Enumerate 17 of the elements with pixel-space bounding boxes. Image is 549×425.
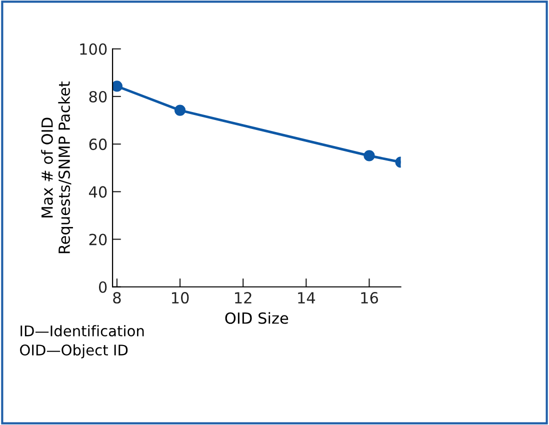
text: ID—Identification — [20, 325, 144, 336]
x-tick-label: 10 — [172, 292, 189, 304]
x-tick-label: 14 — [298, 292, 316, 304]
x-tick-label: 8 — [113, 292, 121, 304]
y-tick-label: 40 — [88, 186, 107, 198]
y-tick-label: 0 — [98, 281, 107, 293]
y-tick-label: 20 — [89, 234, 107, 246]
point — [112, 80, 123, 92]
x-axis-title: OID Size — [225, 312, 288, 324]
y-axis-title: Max # of OID Requests/SNMP Packet — [41, 81, 73, 254]
y-tick-label: 80 — [89, 90, 107, 102]
point — [174, 104, 186, 116]
y-tick-label: 60 — [89, 138, 107, 150]
x-tick-label: 12 — [235, 292, 252, 304]
x-tick-label: 16 — [361, 292, 378, 304]
y-tick-label: 100 — [80, 43, 107, 55]
text: OID—Object ID — [20, 344, 128, 358]
